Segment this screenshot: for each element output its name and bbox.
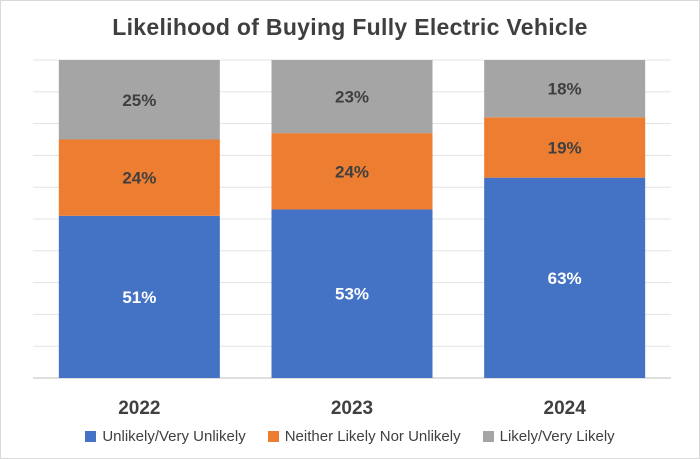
bar-segment	[271, 133, 433, 210]
x-tick-label: 2024	[544, 398, 587, 419]
legend-item-neither: Neither Likely Nor Unlikely	[267, 428, 461, 445]
bar-segment	[271, 60, 433, 134]
data-label: 24%	[335, 162, 369, 181]
bar-segment	[58, 215, 220, 378]
data-label: 51%	[122, 288, 156, 307]
bar-segment	[484, 177, 646, 378]
data-label: 19%	[548, 138, 582, 157]
legend: Unlikely/Very Unlikely Neither Likely No…	[0, 428, 700, 445]
chart-title: Likelihood of Buying Fully Electric Vehi…	[112, 14, 588, 40]
legend-swatch-neither	[267, 431, 279, 442]
data-label: 24%	[122, 169, 156, 188]
bar-segment	[271, 209, 433, 378]
legend-label-likely: Likely/Very Likely	[499, 428, 615, 445]
data-label: 53%	[335, 285, 369, 304]
x-tick-label: 2022	[118, 398, 160, 419]
legend-item-likely: Likely/Very Likely	[482, 428, 615, 445]
legend-label-neither: Neither Likely Nor Unlikely	[284, 428, 461, 445]
data-label: 18%	[548, 80, 582, 99]
legend-swatch-likely	[482, 431, 494, 442]
bar-segment	[58, 60, 220, 140]
x-tick-label: 2023	[331, 398, 373, 419]
data-label: 23%	[335, 88, 369, 107]
legend-item-unlikely: Unlikely/Very Unlikely	[85, 428, 246, 445]
data-label: 63%	[548, 269, 582, 288]
bar-segment	[58, 139, 220, 216]
bar-segment	[484, 60, 646, 118]
data-label: 25%	[122, 91, 156, 110]
legend-swatch-unlikely	[85, 431, 97, 442]
legend-label-unlikely: Unlikely/Very Unlikely	[102, 428, 246, 445]
bar-segment	[484, 117, 646, 178]
